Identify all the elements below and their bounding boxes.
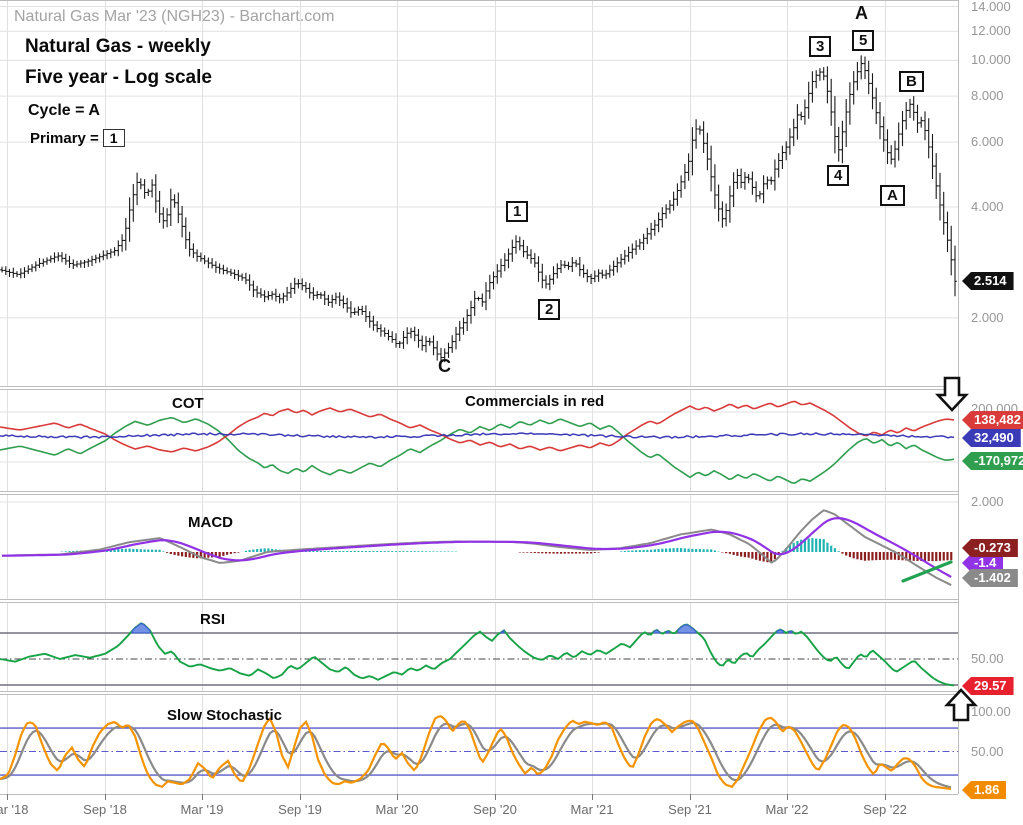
wave-label-1: 1 bbox=[506, 201, 529, 222]
price-axis-tick: 12.000 bbox=[971, 23, 1011, 38]
primary-prefix: Primary = bbox=[30, 130, 99, 147]
stoch-scale-100: 100.00 bbox=[971, 704, 1011, 719]
wave-label-a: A bbox=[880, 185, 905, 206]
cot-panel-note: Commercials in red bbox=[465, 393, 605, 410]
chart-subtitle-2: Five year - Log scale bbox=[25, 67, 212, 88]
down-arrow-icon bbox=[935, 376, 969, 412]
cot-panel-label: COT bbox=[172, 395, 204, 412]
x-axis-label: Mar '18 bbox=[0, 802, 29, 817]
macd-panel-label: MACD bbox=[188, 514, 233, 531]
wave-label-a: A bbox=[855, 3, 868, 23]
wave-label-4: 4 bbox=[827, 165, 850, 186]
macd-hist-badge: -0.273 bbox=[962, 539, 1018, 557]
x-axis-label: Mar '19 bbox=[180, 802, 224, 817]
last-price-badge: 2.514 bbox=[962, 272, 1014, 290]
price-axis-tick: 8.000 bbox=[971, 88, 1004, 103]
chart-subtitle-1: Natural Gas - weekly bbox=[25, 36, 211, 57]
rsi-scale-50: 50.00 bbox=[971, 651, 1004, 666]
up-arrow-icon bbox=[944, 688, 978, 722]
x-axis-label: Sep '19 bbox=[278, 802, 322, 817]
wave-label-2: 2 bbox=[538, 299, 561, 320]
x-axis-label: Mar '22 bbox=[765, 802, 809, 817]
primary-label: Primary = 1 bbox=[30, 129, 125, 147]
wave-label-5: 5 bbox=[852, 30, 875, 51]
cycle-label: Cycle = A bbox=[28, 102, 100, 119]
stoch-scale-50: 50.00 bbox=[971, 744, 1004, 759]
price-axis-tick: 14.000 bbox=[971, 0, 1011, 14]
price-axis-tick: 10.000 bbox=[971, 52, 1011, 67]
rsi-panel-label: RSI bbox=[200, 611, 226, 628]
stoch-panel-label: Slow Stochastic bbox=[167, 707, 283, 724]
price-axis-tick: 4.000 bbox=[971, 199, 1004, 214]
x-axis-label: Mar '20 bbox=[375, 802, 419, 817]
chart-title: Natural Gas Mar '23 (NGH23) - Barchart.c… bbox=[14, 8, 335, 25]
price-axis-tick: 2.000 bbox=[971, 310, 1004, 325]
macd-line-badge: -1.402 bbox=[962, 569, 1018, 587]
price-axis-tick: 6.000 bbox=[971, 134, 1004, 149]
cot-green-badge: -170,972 bbox=[962, 452, 1023, 470]
macd-scale-2: 2.000 bbox=[971, 494, 1004, 509]
wave-label-c: C bbox=[438, 356, 451, 376]
wave-label-b: B bbox=[899, 71, 924, 92]
x-axis-label: Sep '21 bbox=[668, 802, 712, 817]
cot-blue-badge: 32,490 bbox=[962, 429, 1021, 447]
x-axis-label: Sep '22 bbox=[863, 802, 907, 817]
primary-value-box: 1 bbox=[102, 129, 125, 147]
x-axis-label: Sep '20 bbox=[473, 802, 517, 817]
cot-red-badge: 138,482 bbox=[962, 411, 1023, 429]
stoch-badge: 1.86 bbox=[962, 781, 1007, 799]
x-axis-label: Mar '21 bbox=[570, 802, 614, 817]
macd-signal-badge: -1.4 bbox=[962, 554, 1004, 572]
wave-label-3: 3 bbox=[809, 36, 832, 57]
x-axis-label: Sep '18 bbox=[83, 802, 127, 817]
rsi-badge: 29.57 bbox=[962, 677, 1014, 695]
